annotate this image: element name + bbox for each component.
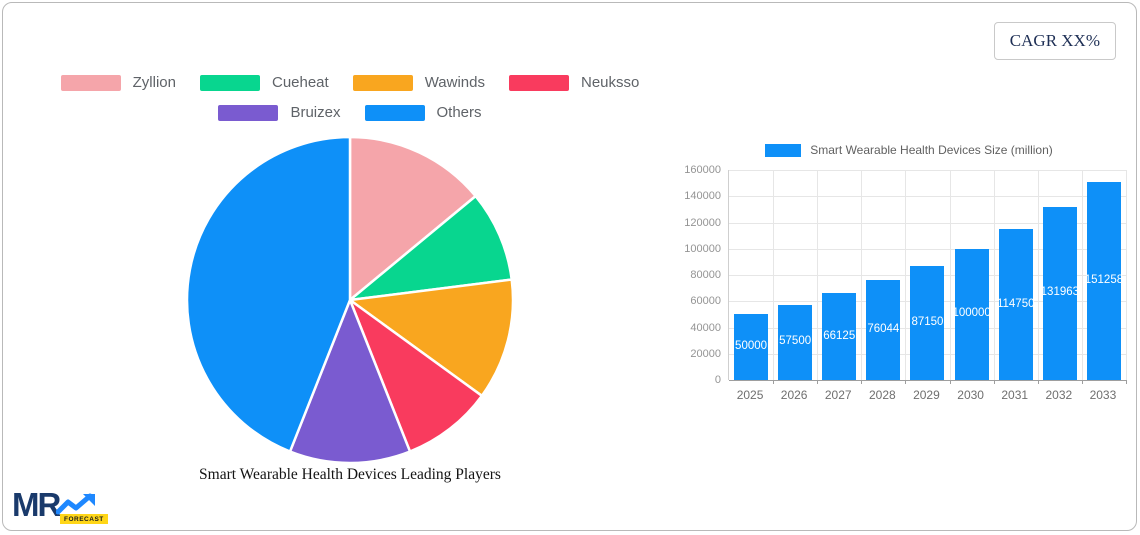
pie-legend: Zyllion Cueheat Wawinds Neuksso Bruizex Other… bbox=[20, 74, 680, 121]
gridline bbox=[905, 170, 907, 380]
legend-item-others[interactable]: Others bbox=[364, 104, 482, 121]
legend-item-bruizex[interactable]: Bruizex bbox=[218, 104, 341, 121]
legend-swatch bbox=[509, 74, 569, 91]
y-axis-tick-label: 100000 bbox=[684, 242, 721, 255]
x-axis-tick bbox=[905, 380, 907, 384]
gridline bbox=[993, 170, 995, 380]
legend-label: Zyllion bbox=[132, 74, 176, 91]
pie-slice-wawinds[interactable] bbox=[348, 278, 515, 398]
bar-plot-grid: 50000 57500 66125 76044 87150 100000 114750 131… bbox=[728, 170, 1127, 384]
x-axis-tick bbox=[817, 380, 819, 384]
legend-item-cueheat[interactable]: Cueheat bbox=[199, 74, 329, 91]
bar-chart: Smart Wearable Health Devices Size (mill… bbox=[683, 143, 1135, 405]
y-axis-tick-label: 20000 bbox=[690, 347, 721, 360]
bar-legend-swatch bbox=[765, 143, 802, 157]
mr-forecast-logo: MR FORECAST bbox=[12, 486, 122, 529]
bar-legend-label: Smart Wearable Health Devices Size (mill… bbox=[810, 143, 1053, 157]
bar-2030[interactable] bbox=[954, 248, 989, 380]
legend-label: Cueheat bbox=[271, 74, 329, 91]
y-axis-tick-label: 120000 bbox=[684, 216, 721, 229]
x-axis-category-label: 2032 bbox=[1045, 388, 1073, 402]
legend-swatch bbox=[60, 74, 121, 91]
y-axis-tick-label: 140000 bbox=[684, 190, 721, 203]
bar-plot-area: 50000 57500 66125 76044 87150 100000 114750 131… bbox=[683, 164, 1135, 406]
bar-2032[interactable] bbox=[1042, 206, 1077, 380]
pie-chart bbox=[183, 133, 517, 467]
legend-swatch bbox=[199, 74, 260, 91]
bar-2028[interactable] bbox=[866, 280, 901, 380]
gridline bbox=[817, 170, 819, 380]
trend-arrow-icon bbox=[56, 493, 95, 515]
gridline bbox=[861, 170, 863, 380]
pie-slice-bruizex[interactable] bbox=[288, 298, 412, 465]
gridline bbox=[729, 222, 1126, 224]
pie-slice-neuksso[interactable] bbox=[348, 298, 484, 453]
x-axis-category-label: 2025 bbox=[736, 388, 764, 402]
x-axis-tick bbox=[949, 380, 951, 384]
legend-label: Bruizex bbox=[290, 104, 341, 121]
gridline bbox=[729, 196, 1126, 198]
logo-badge: FORECAST bbox=[60, 514, 108, 524]
legend-swatch bbox=[352, 74, 413, 91]
gridline bbox=[949, 170, 951, 380]
x-axis-category-label: 2029 bbox=[913, 388, 940, 402]
gridline bbox=[1081, 170, 1083, 380]
legend-item-zyllion[interactable]: Zyllion bbox=[60, 74, 176, 91]
x-axis-category-label: 2030 bbox=[957, 388, 984, 402]
gridline bbox=[729, 170, 1126, 171]
y-axis-tick-label: 60000 bbox=[690, 295, 721, 308]
x-axis-line bbox=[729, 380, 1127, 381]
bar-2025[interactable] bbox=[734, 314, 769, 380]
pie-slice-zyllion[interactable] bbox=[348, 135, 477, 302]
x-axis-category-label: 2033 bbox=[1089, 388, 1117, 402]
gridline bbox=[1126, 170, 1127, 380]
x-axis-tick bbox=[993, 380, 995, 384]
x-axis-tick bbox=[773, 380, 775, 384]
legend-label: Wawinds bbox=[424, 74, 485, 91]
legend-label: Neuksso bbox=[581, 74, 640, 91]
bar-2027[interactable] bbox=[822, 293, 857, 380]
pie-slice-cueheat[interactable] bbox=[348, 194, 513, 302]
bar-2026[interactable] bbox=[778, 304, 813, 380]
cagr-label: CAGR XX% bbox=[1009, 31, 1100, 50]
y-axis-tick-label: 40000 bbox=[690, 321, 721, 334]
y-axis-tick-label: 160000 bbox=[684, 164, 721, 176]
x-axis-tick bbox=[1081, 380, 1083, 384]
cagr-badge: CAGR XX% bbox=[993, 22, 1116, 60]
bar-2029[interactable] bbox=[910, 265, 945, 380]
x-axis-tick bbox=[861, 380, 863, 384]
legend-label: Others bbox=[436, 104, 482, 121]
logo-text: MR bbox=[12, 486, 61, 523]
x-axis-tick bbox=[1126, 380, 1127, 384]
bar-legend-item[interactable]: Smart Wearable Health Devices Size (mill… bbox=[683, 143, 1135, 157]
gridline bbox=[773, 170, 775, 380]
pie-chart-title: Smart Wearable Health Devices Leading Pl… bbox=[199, 466, 501, 483]
x-axis-category-label: 2026 bbox=[780, 388, 808, 402]
legend-item-wawinds[interactable]: Wawinds bbox=[352, 74, 485, 91]
gridline bbox=[729, 248, 1126, 250]
x-axis-tick bbox=[1037, 380, 1039, 384]
bar-2033[interactable] bbox=[1086, 181, 1121, 380]
legend-swatch bbox=[364, 104, 425, 121]
legend-swatch bbox=[218, 104, 279, 121]
bar-2031[interactable] bbox=[998, 229, 1033, 380]
x-axis-category-label: 2027 bbox=[824, 388, 852, 402]
legend-item-neuksso[interactable]: Neuksso bbox=[509, 74, 639, 91]
y-axis-tick-label: 80000 bbox=[690, 269, 721, 281]
pie-slice-others[interactable] bbox=[185, 135, 352, 453]
gridline bbox=[1037, 170, 1039, 380]
y-axis-tick-label: 0 bbox=[714, 374, 721, 386]
x-axis-category-label: 2028 bbox=[868, 388, 896, 402]
pie-chart-svg bbox=[185, 135, 515, 465]
x-axis-category-label: 2031 bbox=[1001, 388, 1029, 402]
